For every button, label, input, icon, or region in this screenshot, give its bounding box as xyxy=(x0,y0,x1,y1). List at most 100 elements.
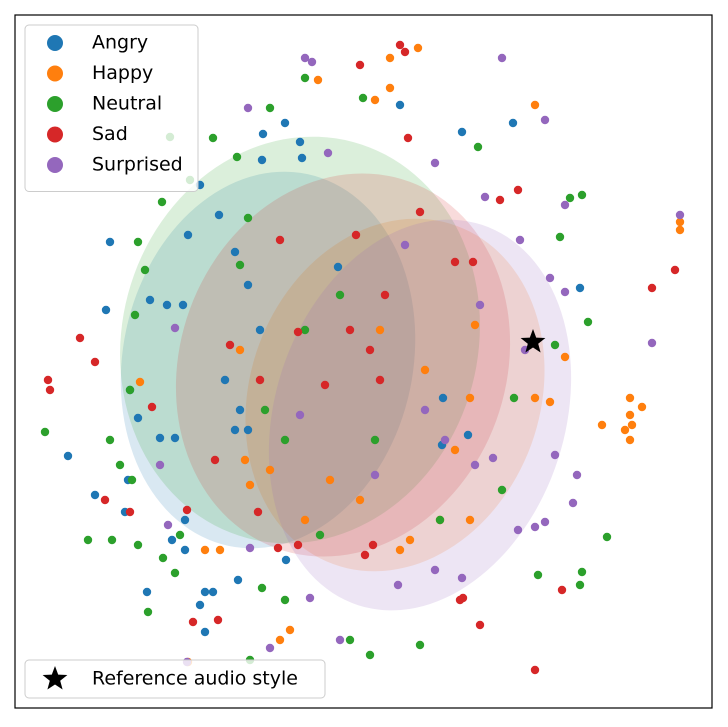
point xyxy=(235,345,245,355)
point xyxy=(220,375,230,385)
point xyxy=(355,495,365,505)
point xyxy=(540,517,550,527)
point xyxy=(63,451,73,461)
point xyxy=(167,535,177,545)
point xyxy=(300,515,310,525)
point xyxy=(450,257,460,267)
point xyxy=(183,230,193,240)
point xyxy=(265,465,275,475)
point xyxy=(368,540,378,550)
point xyxy=(560,352,570,362)
point xyxy=(545,273,555,283)
legend-label: Surprised xyxy=(92,154,183,176)
point xyxy=(675,210,685,220)
point xyxy=(457,127,467,137)
point xyxy=(175,530,185,540)
point xyxy=(475,300,485,310)
point xyxy=(325,475,335,485)
point xyxy=(245,543,255,553)
point xyxy=(133,413,143,423)
covariance-ellipse xyxy=(268,219,572,611)
point xyxy=(155,433,165,443)
point xyxy=(293,327,303,337)
point xyxy=(620,425,630,435)
point xyxy=(275,635,285,645)
point xyxy=(675,217,685,227)
point xyxy=(647,338,657,348)
point xyxy=(147,402,157,412)
point xyxy=(200,545,210,555)
point xyxy=(560,287,570,297)
point xyxy=(188,617,198,627)
point xyxy=(258,129,268,139)
legend-label: Reference audio style xyxy=(92,668,298,690)
legend-marker xyxy=(47,65,63,82)
point xyxy=(365,650,375,660)
point xyxy=(555,232,565,242)
point xyxy=(375,375,385,385)
point xyxy=(300,73,310,83)
point xyxy=(415,640,425,650)
point xyxy=(335,290,345,300)
point xyxy=(465,393,475,403)
point xyxy=(170,323,180,333)
point xyxy=(550,340,560,350)
point xyxy=(255,375,265,385)
covariance-ellipse xyxy=(120,136,480,544)
point xyxy=(255,325,265,335)
point xyxy=(413,43,423,53)
point xyxy=(465,515,475,525)
point xyxy=(530,100,540,110)
covariance-ellipse xyxy=(245,218,545,572)
point xyxy=(380,290,390,300)
legend-marker xyxy=(47,126,63,143)
point xyxy=(180,515,190,525)
point xyxy=(133,237,143,247)
point xyxy=(315,530,325,540)
legend-marker xyxy=(47,35,63,51)
point xyxy=(180,545,190,555)
point xyxy=(240,455,250,465)
point xyxy=(395,545,405,555)
point xyxy=(140,265,150,275)
point xyxy=(100,495,110,505)
covariance-ellipse xyxy=(175,173,511,557)
point xyxy=(253,507,263,517)
point xyxy=(243,213,253,223)
point xyxy=(625,393,635,403)
point xyxy=(515,235,525,245)
legend-marker xyxy=(47,157,63,173)
point xyxy=(438,393,448,403)
point xyxy=(497,485,507,495)
legend-box xyxy=(24,24,199,192)
point xyxy=(213,615,223,625)
point xyxy=(210,455,220,465)
point xyxy=(393,580,403,590)
point xyxy=(565,193,575,203)
point xyxy=(313,75,323,85)
point xyxy=(435,515,445,525)
point xyxy=(142,587,152,597)
point xyxy=(260,405,270,415)
point xyxy=(577,190,587,200)
point xyxy=(230,247,240,257)
point xyxy=(143,607,153,617)
point xyxy=(533,570,543,580)
point xyxy=(200,627,210,637)
point xyxy=(540,115,550,125)
point xyxy=(597,420,607,430)
point xyxy=(335,635,345,645)
point xyxy=(133,540,143,550)
point xyxy=(275,235,285,245)
point xyxy=(115,460,125,470)
point xyxy=(305,593,315,603)
point xyxy=(333,262,343,272)
point xyxy=(243,425,253,435)
point xyxy=(358,93,368,103)
point xyxy=(577,567,587,577)
point xyxy=(375,325,385,335)
point xyxy=(345,325,355,335)
point xyxy=(208,133,218,143)
point xyxy=(105,237,115,247)
point xyxy=(243,280,253,290)
